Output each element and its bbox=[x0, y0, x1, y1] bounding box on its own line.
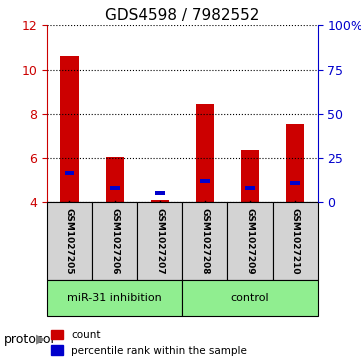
FancyBboxPatch shape bbox=[47, 280, 182, 316]
FancyBboxPatch shape bbox=[92, 203, 137, 280]
FancyBboxPatch shape bbox=[47, 203, 92, 280]
Text: GSM1027207: GSM1027207 bbox=[155, 208, 164, 275]
Bar bbox=[200, 179, 210, 183]
FancyBboxPatch shape bbox=[182, 280, 318, 316]
Text: ▶: ▶ bbox=[36, 333, 46, 346]
Bar bbox=[151, 200, 169, 203]
Bar bbox=[245, 186, 255, 190]
Bar bbox=[196, 104, 214, 203]
FancyBboxPatch shape bbox=[182, 203, 227, 280]
Text: GSM1027209: GSM1027209 bbox=[245, 208, 255, 275]
Bar bbox=[286, 124, 304, 203]
Bar bbox=[105, 157, 123, 203]
Bar bbox=[61, 56, 79, 203]
Legend: count, percentile rank within the sample: count, percentile rank within the sample bbox=[48, 328, 249, 358]
FancyBboxPatch shape bbox=[273, 203, 318, 280]
FancyBboxPatch shape bbox=[227, 203, 273, 280]
Text: protocol: protocol bbox=[4, 333, 55, 346]
Text: GSM1027208: GSM1027208 bbox=[200, 208, 209, 275]
Bar bbox=[241, 151, 259, 203]
Text: miR-31 inhibition: miR-31 inhibition bbox=[67, 293, 162, 303]
FancyBboxPatch shape bbox=[137, 203, 182, 280]
Bar bbox=[110, 186, 119, 190]
Text: GSM1027210: GSM1027210 bbox=[291, 208, 300, 275]
Text: control: control bbox=[231, 293, 269, 303]
Title: GDS4598 / 7982552: GDS4598 / 7982552 bbox=[105, 8, 260, 23]
Text: GSM1027205: GSM1027205 bbox=[65, 208, 74, 275]
Text: GSM1027206: GSM1027206 bbox=[110, 208, 119, 275]
Bar bbox=[290, 180, 300, 184]
Bar bbox=[155, 191, 165, 195]
Bar bbox=[65, 171, 74, 175]
